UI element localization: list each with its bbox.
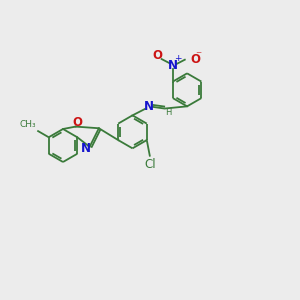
Text: ⁻: ⁻ [195, 50, 201, 63]
Text: O: O [152, 49, 162, 62]
Text: O: O [72, 116, 82, 130]
Text: N: N [80, 142, 90, 155]
Text: CH₃: CH₃ [19, 120, 36, 129]
Text: O: O [190, 53, 200, 66]
Text: Cl: Cl [144, 158, 156, 171]
Text: N: N [168, 58, 178, 72]
Text: N: N [144, 100, 154, 113]
Text: +: + [175, 54, 182, 63]
Text: H: H [165, 107, 172, 116]
